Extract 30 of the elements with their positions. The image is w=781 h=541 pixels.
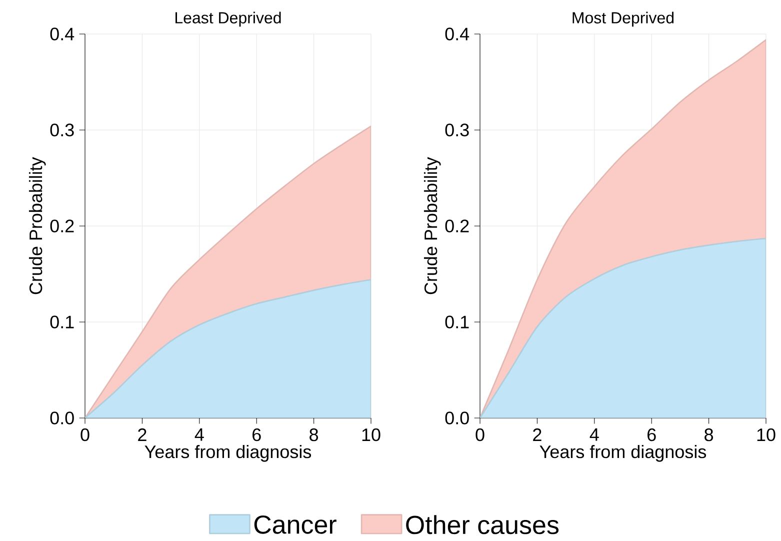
- x-tick-label: 10: [757, 428, 776, 442]
- x-tick-label: 4: [590, 428, 599, 441]
- y-tick-label: 0.4: [50, 28, 74, 40]
- x-tick-label: 6: [252, 428, 261, 442]
- chart-title: Most Deprived: [572, 12, 674, 27]
- legend-label: Cancer: [254, 515, 336, 534]
- y-axis-title: Crude Probability: [28, 156, 46, 294]
- x-axis-title: Years from diagnosis: [144, 444, 312, 462]
- y-tick-label: 0.0: [445, 412, 469, 424]
- y-tick-label: 0.4: [445, 28, 470, 40]
- x-tick-label: 8: [310, 428, 318, 442]
- y-tick-label: 0.1: [50, 316, 74, 328]
- legend-label: Other causes: [406, 514, 559, 534]
- y-tick-label: 0.0: [50, 412, 74, 424]
- chart-title: Least Deprived: [176, 12, 281, 27]
- x-tick-label: 4: [194, 428, 204, 441]
- y-tick-label: 0.1: [445, 316, 469, 328]
- x-tick-label: 0: [476, 428, 484, 442]
- y-tick-label: 0.2: [445, 220, 469, 232]
- y-axis-title: Crude Probability: [424, 156, 441, 294]
- x-tick-label: 8: [704, 428, 714, 442]
- x-tick-label: 2: [138, 428, 146, 441]
- x-tick-label: 10: [362, 428, 380, 442]
- x-tick-label: 0: [80, 428, 90, 442]
- x-tick-label: 2: [533, 428, 542, 441]
- y-tick-label: 0.3: [445, 124, 469, 136]
- y-tick-label: 0.2: [50, 220, 74, 232]
- x-tick-label: 6: [648, 428, 656, 442]
- y-tick-label: 0.3: [50, 124, 74, 136]
- x-axis-title: Years from diagnosis: [540, 444, 706, 462]
